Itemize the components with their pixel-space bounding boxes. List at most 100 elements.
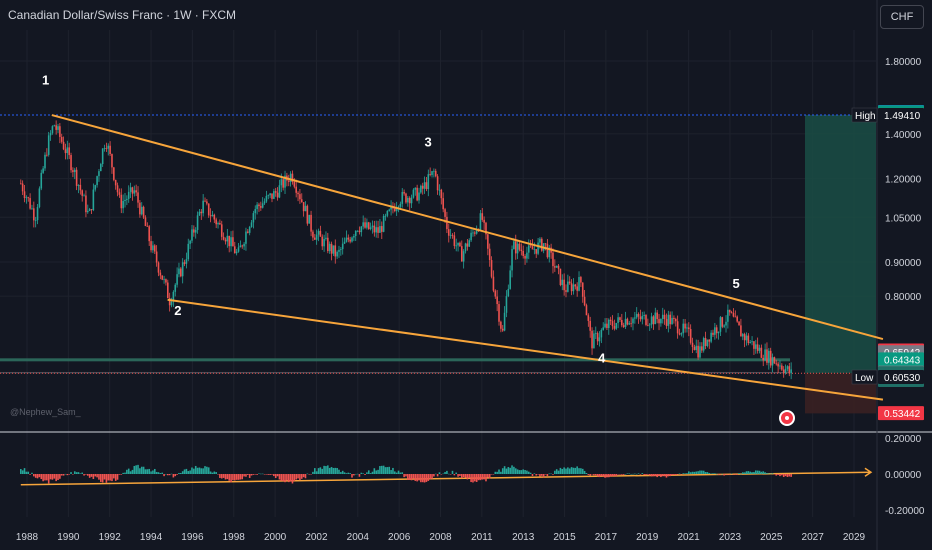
candle-body bbox=[680, 333, 683, 335]
candle-body bbox=[615, 322, 618, 329]
candle-body bbox=[187, 243, 190, 260]
candle-body bbox=[220, 224, 223, 237]
macd-bar bbox=[360, 472, 363, 474]
candle-body bbox=[678, 333, 681, 335]
wave-label-1: 1 bbox=[42, 72, 49, 87]
candle-body bbox=[193, 229, 195, 233]
alert-icon[interactable] bbox=[779, 410, 795, 426]
candle-body bbox=[287, 180, 290, 182]
macd-bar bbox=[492, 474, 495, 475]
macd-bar bbox=[529, 472, 532, 474]
macd-bar bbox=[743, 472, 746, 474]
candle-body bbox=[719, 317, 722, 332]
macd-bar bbox=[51, 474, 54, 480]
candle-body bbox=[408, 197, 411, 204]
candle-body bbox=[786, 366, 789, 369]
macd-bar bbox=[462, 474, 465, 478]
macd-bar bbox=[446, 470, 448, 474]
macd-bar bbox=[260, 473, 262, 475]
macd-bar bbox=[222, 474, 225, 478]
time-tick-label: 2011 bbox=[471, 532, 493, 543]
macd-bar bbox=[131, 469, 134, 474]
candle-body bbox=[688, 327, 690, 329]
candle-body bbox=[194, 229, 197, 233]
candle-body bbox=[94, 185, 97, 190]
candle-body bbox=[529, 245, 532, 247]
currency-button[interactable]: CHF bbox=[880, 5, 924, 29]
author-watermark: @Nephew_Sam_ bbox=[10, 407, 81, 417]
candle-body bbox=[245, 231, 247, 244]
macd-bar bbox=[719, 474, 722, 475]
candle-body bbox=[319, 230, 322, 237]
candle-body bbox=[349, 239, 351, 242]
candle-body bbox=[554, 266, 556, 268]
macd-bar bbox=[299, 474, 301, 481]
candle-body bbox=[721, 317, 724, 327]
macd-bar bbox=[611, 474, 614, 477]
macd-bar bbox=[362, 473, 364, 474]
candle-body bbox=[274, 191, 277, 193]
candle-body bbox=[487, 234, 489, 249]
macd-bar bbox=[165, 473, 167, 475]
macd-bar bbox=[570, 467, 573, 474]
macd-bar bbox=[507, 467, 510, 474]
macd-bar bbox=[641, 473, 644, 474]
candlesticks bbox=[19, 120, 792, 380]
macd-bar bbox=[114, 474, 117, 481]
macd-bar bbox=[388, 466, 391, 474]
candle-body bbox=[42, 168, 44, 173]
candle-body bbox=[105, 148, 108, 149]
macd-bar bbox=[596, 474, 599, 477]
time-tick-label: 2017 bbox=[595, 532, 618, 543]
candle-body bbox=[674, 318, 677, 322]
candle-body bbox=[555, 265, 558, 268]
support-band bbox=[0, 358, 790, 362]
candle-body bbox=[503, 312, 506, 331]
candle-body bbox=[299, 194, 301, 200]
price-tag-box bbox=[851, 369, 878, 385]
candle-body bbox=[438, 189, 441, 191]
macd-bar bbox=[643, 474, 645, 475]
candle-body bbox=[585, 305, 588, 316]
candle-body bbox=[771, 357, 774, 366]
macd-bar bbox=[775, 474, 778, 476]
candle-body bbox=[276, 192, 279, 198]
macd-bar bbox=[648, 474, 651, 476]
candle-body bbox=[574, 284, 577, 287]
candle-body bbox=[626, 318, 629, 325]
candle-body bbox=[619, 317, 621, 320]
candle-body bbox=[446, 216, 448, 230]
macd-bar bbox=[514, 468, 517, 474]
candle-body bbox=[395, 207, 398, 212]
candle-body bbox=[295, 186, 297, 193]
candle-body bbox=[637, 314, 640, 317]
candle-body bbox=[300, 199, 303, 203]
candle-body bbox=[358, 230, 361, 233]
candle-body bbox=[654, 312, 657, 325]
candle-body bbox=[261, 203, 264, 208]
macd-bar bbox=[762, 471, 765, 474]
macd-bar bbox=[524, 469, 526, 474]
candle-body bbox=[481, 213, 484, 220]
macd-bar bbox=[708, 472, 711, 474]
candle-body bbox=[51, 126, 54, 134]
candle-body bbox=[527, 245, 530, 253]
macd-bar bbox=[460, 474, 463, 479]
macd-bar bbox=[438, 472, 441, 474]
candle-body bbox=[639, 316, 642, 320]
macd-bar bbox=[254, 474, 257, 475]
macd-bar bbox=[68, 474, 70, 475]
candle-body bbox=[183, 262, 186, 264]
candle-body bbox=[362, 222, 364, 227]
macd-histogram bbox=[19, 464, 792, 484]
macd-bar bbox=[535, 474, 538, 476]
candle-body bbox=[442, 198, 444, 210]
macd-bar bbox=[645, 474, 647, 476]
macd-bar bbox=[334, 467, 337, 474]
macd-bar bbox=[323, 465, 325, 474]
candle-body bbox=[645, 314, 647, 325]
candle-body bbox=[434, 170, 437, 177]
candle-body bbox=[511, 249, 513, 271]
macd-bar bbox=[420, 474, 422, 483]
